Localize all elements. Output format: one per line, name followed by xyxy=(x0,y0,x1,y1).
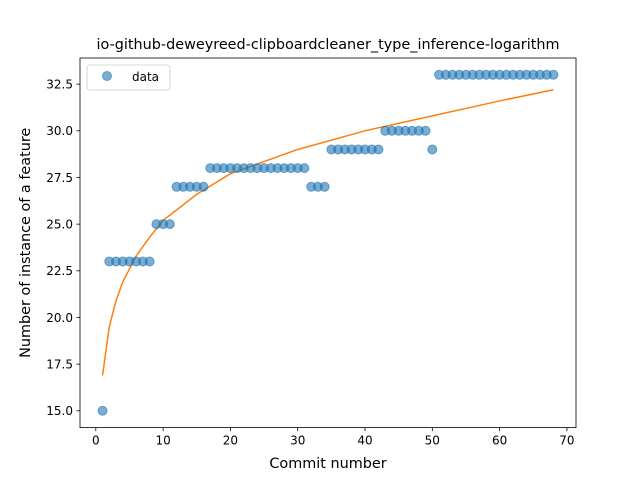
x-tick-label: 20 xyxy=(223,434,238,448)
y-tick-label: 30.0 xyxy=(46,124,73,138)
y-tick-label: 20.0 xyxy=(46,311,73,325)
plot-frame xyxy=(79,57,577,429)
legend-marker xyxy=(102,71,112,81)
legend: data xyxy=(86,64,171,91)
y-axis-label: Number of instance of a feature xyxy=(18,128,34,358)
x-axis-label: Commit number xyxy=(269,456,386,472)
y-tick-label: 32.5 xyxy=(46,77,73,91)
x-tick-label: 60 xyxy=(492,434,507,448)
x-tick-label: 30 xyxy=(290,434,305,448)
axes-ticks: 0 10 20 30 40 50 60 70 15.0 17.5 20.0 22.5 25.0 27.5 3… xyxy=(46,77,574,447)
data-point xyxy=(373,144,384,155)
data-point xyxy=(548,69,559,80)
data-point xyxy=(164,219,175,230)
x-tick-label: 40 xyxy=(357,434,372,448)
plot-area xyxy=(97,69,559,416)
x-tick-label: 0 xyxy=(92,434,100,448)
legend-label-data: data xyxy=(132,70,159,84)
y-tick-label: 27.5 xyxy=(46,171,73,185)
y-tick-label: 17.5 xyxy=(46,357,73,371)
x-tick-label: 50 xyxy=(425,434,440,448)
chart-title: io-github-deweyreed-clipboardcleaner_typ… xyxy=(96,37,559,53)
x-tick-label: 70 xyxy=(559,434,574,448)
y-tick-label: 15.0 xyxy=(46,404,73,418)
data-point xyxy=(299,163,310,174)
data-point xyxy=(97,405,108,416)
fit-line xyxy=(101,88,554,376)
data-point xyxy=(144,256,155,267)
y-tick-label: 25.0 xyxy=(46,217,73,231)
data-point xyxy=(319,181,330,192)
data-point xyxy=(198,181,209,192)
x-tick-label: 10 xyxy=(155,434,170,448)
data-point xyxy=(420,125,431,136)
data-point xyxy=(427,144,438,155)
y-tick-label: 22.5 xyxy=(46,264,73,278)
